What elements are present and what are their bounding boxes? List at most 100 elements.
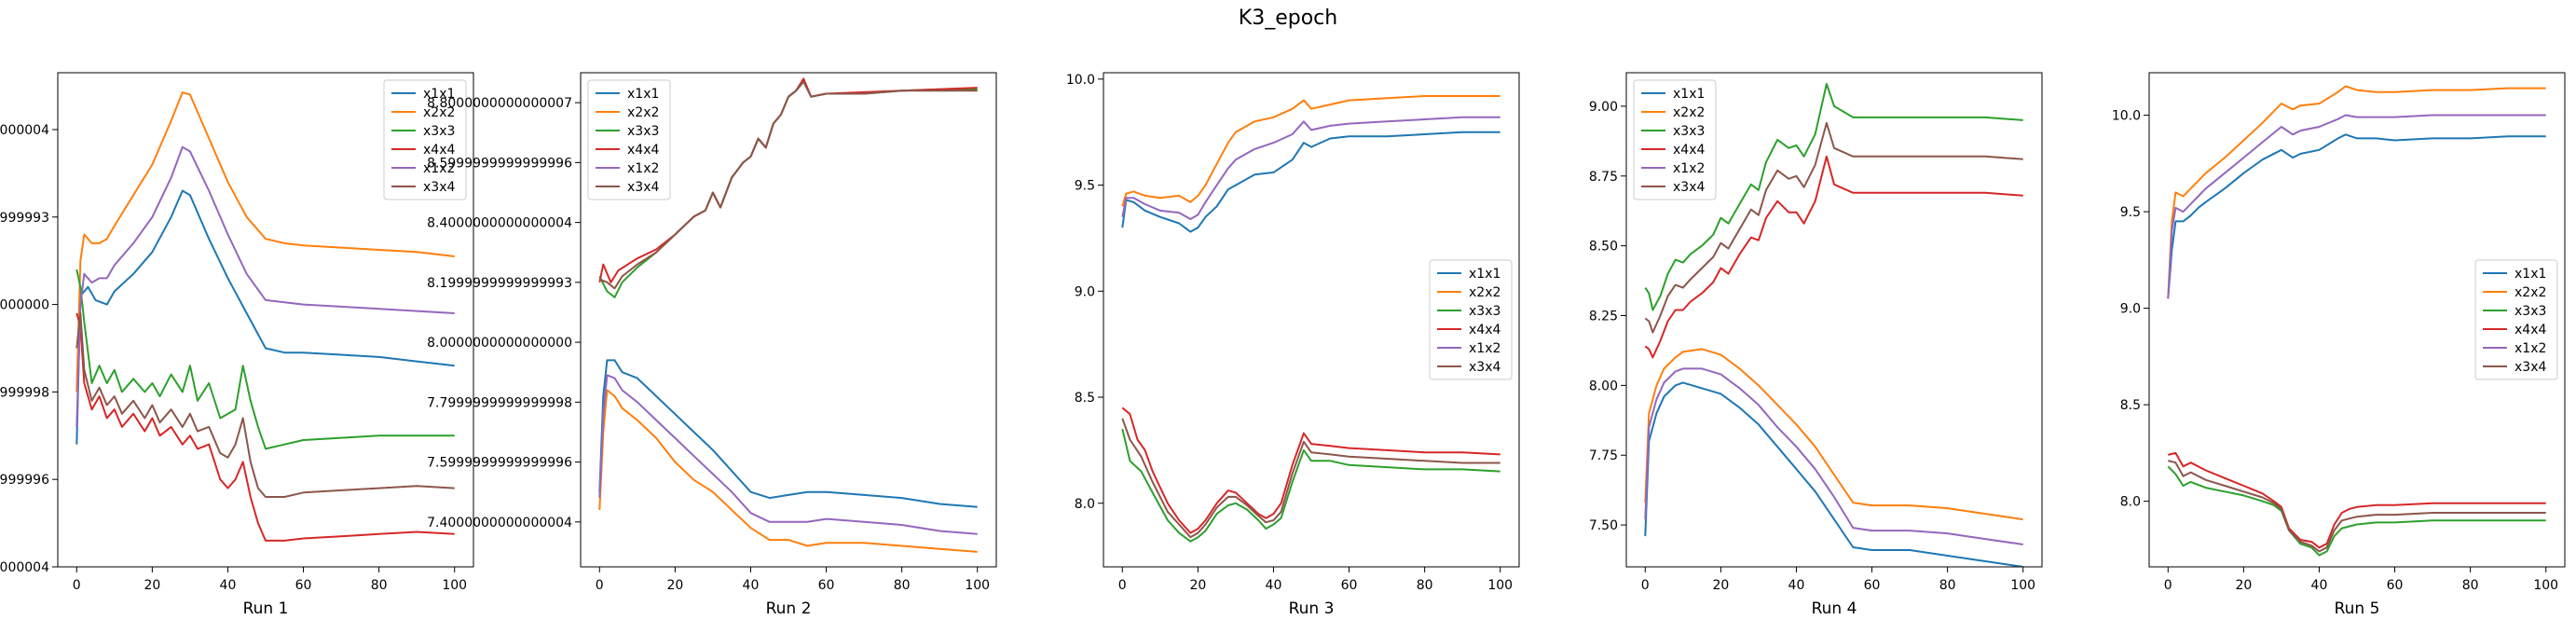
- legend-label: x4x4: [423, 143, 455, 158]
- series-lines: [1121, 95, 1500, 543]
- y-tick-label: 8.5: [1075, 391, 1095, 406]
- legend-label: x2x2: [1673, 105, 1705, 120]
- legend-label: x3x3: [2514, 304, 2546, 319]
- x-tick-label: 0: [1118, 578, 1127, 593]
- chart-panel-2: 0 20 40 60 80 100 7.4000000000000004 7.59999999…: [427, 72, 997, 618]
- x-tick-label: 100: [2010, 578, 2035, 593]
- x-tick-label: 40: [220, 578, 237, 593]
- x-tick-label: 20: [1189, 578, 1206, 593]
- x-tick-label: 80: [371, 578, 388, 593]
- chart-panel-5: 0 20 40 60 80 100 8.0 8.5 9.0 9.5 10.0 Run 5 x1x1 x2x…: [2112, 72, 2566, 618]
- series-line-x3x3: [1121, 428, 1500, 543]
- legend-box: [2474, 259, 2558, 380]
- y-tick-label: 8.0: [2120, 495, 2141, 510]
- legend-box: [587, 79, 671, 200]
- x-axis-label: Run 3: [1289, 599, 1335, 618]
- x-tick-label: 0: [73, 578, 81, 593]
- y-tick-label: 8.25: [1589, 310, 1618, 324]
- x-tick-label: 40: [1266, 578, 1282, 593]
- legend-label: x3x3: [627, 124, 659, 139]
- legend-label: x3x3: [1469, 304, 1500, 319]
- y-tick-label: 8.75: [1589, 170, 1618, 185]
- legend-label: x3x4: [2514, 360, 2546, 375]
- x-tick-label: 100: [965, 578, 990, 593]
- legend-label: x1x2: [1469, 341, 1500, 356]
- y-tick-label: 8.1999999999999993: [427, 276, 572, 291]
- x-tick-label: 20: [144, 578, 160, 593]
- legend: x1x1 x2x2 x3x3 x4x4 x1x2 x3x4: [2474, 259, 2558, 380]
- legend-label: x3x3: [1673, 124, 1705, 139]
- legend: x1x1 x2x2 x3x3 x4x4 x1x2 x3x4: [1633, 79, 1717, 200]
- legend: x1x1 x2x2 x3x3 x4x4 x1x2 x3x4: [383, 79, 467, 200]
- legend-label: x1x1: [423, 87, 455, 102]
- plot-frame: [580, 72, 997, 568]
- x-axis-label: Run 4: [1812, 599, 1857, 618]
- series-line-x3x3: [75, 269, 455, 450]
- series-line-x4x4: [75, 312, 455, 542]
- chart-panels: 0 20 40 60 80 100 7.4000000000000004 7.59999999…: [0, 72, 2566, 618]
- series-line-x1x2: [598, 374, 978, 535]
- plot-frame: [57, 72, 474, 568]
- series-lines: [598, 77, 978, 553]
- y-tick-label: 8.4000000000000004: [0, 123, 49, 138]
- series-line-x4x4: [1644, 155, 2023, 359]
- legend-label: x2x2: [627, 105, 659, 120]
- legend-box: [1633, 79, 1717, 200]
- y-tick-label: 8.5999999999999996: [427, 156, 572, 171]
- x-tick-label: 20: [1712, 578, 1729, 593]
- chart-panel-1: 0 20 40 60 80 100 7.4000000000000004 7.59999999…: [0, 72, 474, 618]
- y-tick-label: 8.0000000000000000: [427, 336, 572, 351]
- y-tick-label: 8.4000000000000004: [427, 216, 572, 231]
- x-tick-label: 60: [1864, 578, 1881, 593]
- legend-label: x3x3: [423, 124, 455, 139]
- legend-label: x4x4: [627, 143, 659, 158]
- plot-frame: [1103, 72, 1520, 568]
- legend: x1x1 x2x2 x3x3 x4x4 x1x2 x3x4: [587, 79, 671, 200]
- series-line-x2x2: [1644, 348, 2023, 521]
- x-tick-label: 80: [1939, 578, 1956, 593]
- x-axis-label: Run 1: [243, 599, 289, 618]
- y-tick-label: 8.0: [1075, 497, 1095, 512]
- legend-label: x1x1: [2514, 267, 2546, 282]
- series-line-x2x2: [1121, 95, 1500, 207]
- x-tick-label: 60: [295, 578, 312, 593]
- plot-frame: [2148, 72, 2566, 568]
- series-line-x1x1: [2167, 133, 2546, 299]
- series-line-x1x1: [598, 359, 978, 508]
- series-lines: [1644, 83, 2023, 567]
- y-tick-label: 7.4000000000000004: [427, 516, 572, 530]
- y-tick-label: 8.8000000000000007: [427, 96, 572, 111]
- series-line-x4x4: [1121, 406, 1500, 534]
- legend-label: x1x1: [627, 87, 659, 102]
- legend-label: x3x4: [1673, 180, 1705, 195]
- x-tick-label: 40: [743, 578, 760, 593]
- legend-label: x3x4: [1469, 360, 1500, 375]
- y-tick-label: 8.50: [1589, 240, 1618, 255]
- y-tick-label: 8.1999999999999993: [0, 211, 49, 226]
- x-tick-label: 40: [2311, 578, 2328, 593]
- x-tick-label: 40: [1788, 578, 1805, 593]
- series-line-x3x4: [1644, 121, 2023, 334]
- x-tick-label: 60: [818, 578, 835, 593]
- legend-label: x4x4: [1469, 323, 1500, 338]
- series-line-x1x2: [2167, 114, 2546, 299]
- x-tick-label: 60: [2387, 578, 2404, 593]
- x-tick-label: 0: [1641, 578, 1650, 593]
- y-tick-label: 7.50: [1589, 518, 1618, 533]
- chart-panel-4: 0 20 40 60 80 100 7.50 7.75 8.00 8.25 8.50 8.75 9.00…: [1589, 72, 2043, 618]
- series-line-x3x4: [598, 80, 978, 290]
- y-tick-label: 10.0: [1066, 73, 1095, 88]
- series-line-x3x3: [2167, 465, 2546, 557]
- legend-label: x2x2: [2514, 285, 2546, 300]
- x-tick-label: 100: [442, 578, 467, 593]
- y-tick-label: 7.5999999999999996: [0, 473, 49, 488]
- plot-frame: [1625, 72, 2043, 568]
- series-line-x2x2: [75, 91, 455, 393]
- series-line-x1x1: [75, 189, 455, 445]
- legend-label: x4x4: [1673, 143, 1705, 158]
- legend-label: x1x2: [2514, 341, 2546, 356]
- legend-label: x1x1: [1673, 87, 1705, 102]
- x-axis-label: Run 2: [766, 599, 812, 618]
- legend-label: x1x1: [1469, 267, 1500, 282]
